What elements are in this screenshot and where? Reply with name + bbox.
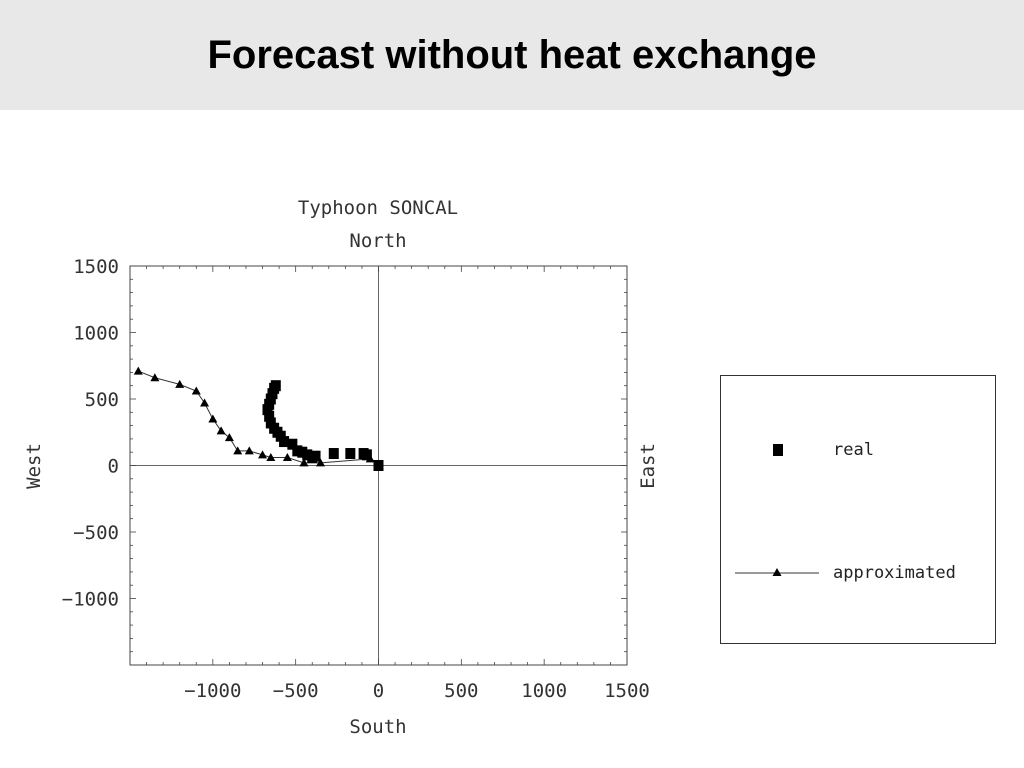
point-approximated: [175, 379, 185, 388]
point-approximated: [266, 453, 276, 462]
slide-title: Forecast without heat exchange: [207, 32, 817, 77]
point-approximated: [200, 398, 210, 407]
point-approximated: [244, 446, 254, 455]
west-label: West: [23, 443, 45, 489]
y-tick-label: 1000: [73, 323, 119, 345]
north-label: North: [349, 230, 406, 252]
point-approximated: [233, 446, 243, 455]
legend-label-approximated: approximated: [833, 563, 956, 583]
series-line-approximated: [138, 370, 379, 466]
point-approximated: [365, 454, 375, 463]
chart-title: Typhoon SONCAL: [298, 197, 458, 219]
point-approximated: [208, 414, 218, 423]
y-tick-label: 500: [85, 389, 119, 411]
point-real: [264, 410, 275, 422]
point-approximated: [216, 426, 226, 435]
south-label: South: [349, 716, 406, 738]
point-approximated: [191, 386, 201, 395]
y-tick-label: 0: [108, 456, 119, 478]
square-icon: [773, 444, 783, 456]
point-approximated: [150, 373, 160, 382]
legend: real approximated: [720, 375, 996, 644]
point-real: [328, 448, 339, 460]
point-real: [287, 438, 298, 450]
point-real: [358, 448, 369, 460]
legend-item-real: real: [721, 438, 995, 462]
point-approximated: [299, 458, 309, 467]
x-tick-label: 500: [444, 680, 478, 702]
legend-item-approximated: approximated: [721, 561, 995, 585]
point-approximated: [374, 461, 383, 469]
x-tick-label: 0: [373, 680, 384, 702]
y-tick-label: 1500: [73, 256, 119, 278]
x-tick-label: 1000: [521, 680, 567, 702]
y-tick-label: −500: [73, 522, 119, 544]
point-approximated: [224, 433, 234, 442]
point-real: [265, 417, 276, 429]
point-approximated: [316, 458, 326, 467]
y-tick-label: −1000: [62, 589, 119, 611]
point-real: [270, 380, 281, 392]
legend-label-real: real: [833, 440, 874, 460]
east-label: East: [637, 443, 659, 489]
point-approximated: [282, 453, 292, 462]
x-tick-label: −500: [273, 680, 319, 702]
point-approximated: [258, 450, 268, 459]
line-triangle-icon: [735, 568, 819, 576]
point-approximated: [133, 366, 143, 375]
x-tick-label: −1000: [184, 680, 241, 702]
point-real: [345, 448, 356, 460]
x-tick-label: 1500: [604, 680, 650, 702]
title-bar: Forecast without heat exchange: [0, 0, 1024, 110]
point-real: [292, 445, 303, 457]
